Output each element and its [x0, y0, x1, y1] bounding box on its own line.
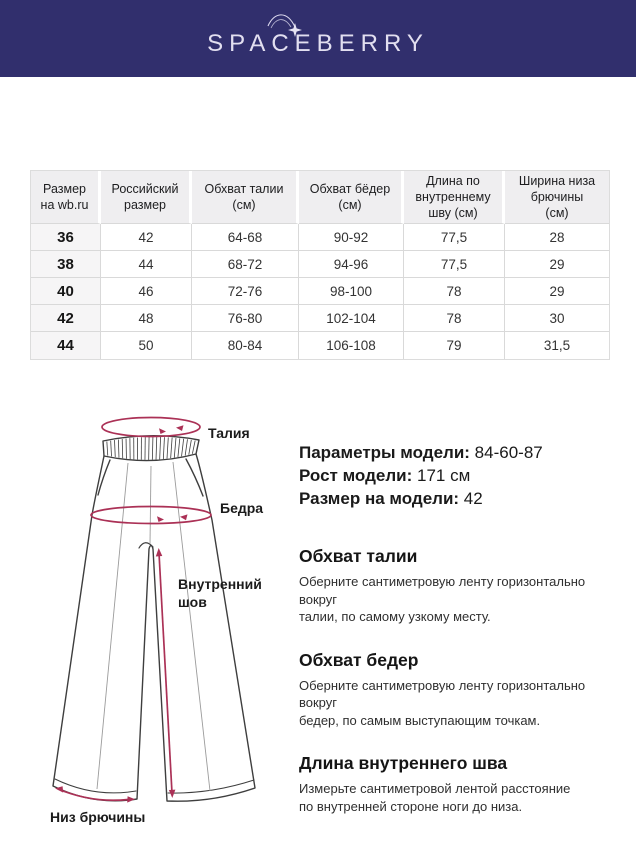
instruction-section: Длина внутреннего шва Измерьте сантиметро… — [299, 753, 614, 815]
param-label: Параметры модели: — [299, 443, 475, 462]
arrowheads — [55, 425, 188, 803]
row-size-header: 36 — [31, 224, 101, 251]
pants-measurement-diagram: Талия Бедра Внутренний шов Низ брючины — [50, 416, 263, 825]
waist-label: Талия — [208, 425, 250, 441]
hips-label: Бедра — [220, 500, 263, 516]
size-cell: 64-68 — [192, 224, 299, 251]
size-table-head: Размер на wb.ru Российский размер Обхват т… — [31, 171, 609, 224]
instruction-title: Обхват бедер — [299, 649, 419, 670]
size-cell: 77,5 — [404, 224, 505, 251]
table-row: 42 48 76-80 102-104 78 30 — [31, 305, 609, 332]
model-param-line: Параметры модели: 84-60-87 — [299, 441, 614, 464]
size-cell: 28 — [505, 224, 609, 251]
model-param-line: Рост модели: 171 см — [299, 464, 614, 487]
param-value: 42 — [463, 489, 483, 508]
inseam-measure-arrow — [158, 552, 173, 794]
size-cell: 42 — [101, 224, 192, 251]
param-label: Рост модели: — [299, 466, 417, 485]
size-cell: 77,5 — [404, 251, 505, 278]
model-param-line: Размер на модели: 42 — [299, 487, 614, 510]
row-size-header: 42 — [31, 305, 101, 332]
size-cell: 76-80 — [192, 305, 299, 332]
instruction-section: Обхват талии Оберните сантиметровую ленту… — [299, 546, 614, 626]
size-table-header-row: Размер на wb.ru Российский размер Обхват т… — [31, 171, 609, 224]
column-header: Ширина низа брючины (см) — [505, 171, 609, 224]
param-value: 171 см — [416, 466, 471, 485]
size-cell: 102-104 — [299, 305, 404, 332]
measure-instructions: Обхват талии Оберните сантиметровую ленту… — [299, 546, 614, 815]
size-cell: 94-96 — [299, 251, 404, 278]
size-cell: 68-72 — [192, 251, 299, 278]
column-header: Обхват талии (см) — [192, 171, 299, 224]
size-cell: 29 — [505, 278, 609, 305]
brand-header: SPACEBERRY — [0, 0, 636, 77]
instruction-title: Обхват талии — [299, 546, 418, 566]
pants-outline — [52, 435, 256, 802]
size-cell: 72-76 — [192, 278, 299, 305]
size-table-body: 36 42 64-68 90-92 77,5 28 38 44 68-72 94-96 77,5 29… — [31, 224, 609, 359]
size-cell: 44 — [101, 251, 192, 278]
size-cell: 46 — [101, 278, 192, 305]
instruction-text: Измерьте сантиметровой лентой расстояние… — [299, 781, 571, 814]
size-table: Размер на wb.ru Российский размер Обхват т… — [30, 170, 610, 360]
table-row: 40 46 72-76 98-100 78 29 — [31, 278, 609, 305]
hem-measure-arrow — [57, 788, 133, 802]
column-header: Российский размер — [101, 171, 192, 224]
size-cell: 29 — [505, 251, 609, 278]
shooting-star-icon — [267, 14, 302, 37]
model-info: Параметры модели: 84-60-87 Рост модели: 1… — [299, 441, 614, 839]
size-cell: 80-84 — [192, 332, 299, 359]
table-row: 36 42 64-68 90-92 77,5 28 — [31, 224, 609, 251]
row-size-header: 38 — [31, 251, 101, 278]
column-header: Размер на wb.ru — [31, 171, 101, 224]
row-size-header: 40 — [31, 278, 101, 305]
size-cell: 79 — [404, 332, 505, 359]
waistband-ribs — [106, 436, 196, 460]
size-cell: 106-108 — [299, 332, 404, 359]
brand-logo: SPACEBERRY — [207, 29, 429, 57]
model-params: Параметры модели: 84-60-87 Рост модели: 1… — [299, 441, 614, 510]
size-cell: 50 — [101, 332, 192, 359]
hips-measure-ellipse — [90, 505, 212, 525]
table-row: 44 50 80-84 106-108 79 31,5 — [31, 332, 609, 359]
size-cell: 90-92 — [299, 224, 404, 251]
param-label: Размер на модели: — [299, 489, 464, 508]
column-header: Обхват бёдер (см) — [299, 171, 404, 224]
hem-label: Низ брючины — [50, 809, 145, 825]
inseam-label: Внутренний — [178, 576, 262, 592]
pants-crease-lines — [96, 461, 211, 792]
param-value: 84-60-87 — [474, 443, 543, 462]
instruction-section: Обхват бедер Оберните сантиметровую ленту… — [299, 650, 614, 730]
size-cell: 78 — [404, 278, 505, 305]
size-cell: 30 — [505, 305, 609, 332]
row-size-header: 44 — [31, 332, 101, 359]
measurement-arrows — [57, 416, 212, 802]
size-cell: 31,5 — [505, 332, 609, 359]
column-header: Длина по внутреннему шву (см) — [404, 171, 505, 224]
instruction-title: Длина внутреннего шва — [299, 753, 508, 773]
size-cell: 48 — [101, 305, 192, 332]
size-cell: 78 — [404, 305, 505, 332]
inseam-label-line2: шов — [178, 594, 207, 610]
table-row: 38 44 68-72 94-96 77,5 29 — [31, 251, 609, 278]
size-cell: 98-100 — [299, 278, 404, 305]
instruction-text: Оберните сантиметровую ленту горизонталь… — [299, 677, 586, 728]
waist-measure-ellipse — [101, 416, 201, 438]
instruction-text: Оберните сантиметровую ленту горизонталь… — [299, 574, 586, 624]
